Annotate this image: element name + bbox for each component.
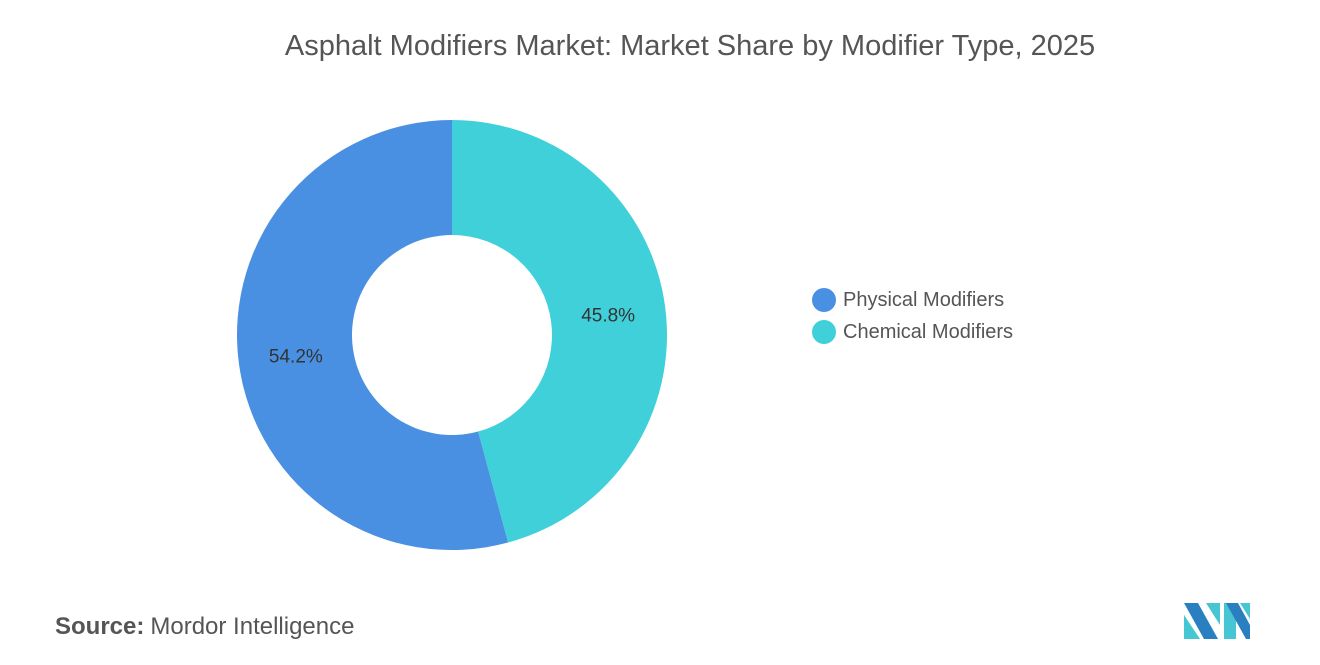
slice-chemical-modifiers[interactable] [452,120,667,543]
chart-title: Asphalt Modifiers Market: Market Share b… [284,30,1096,62]
source-label: Source: [55,613,145,640]
slice-physical-modifiers[interactable] [236,120,509,551]
legend-label: Chemical Modifiers [843,320,1014,343]
legend-label: Physical Modifiers [843,288,1005,311]
legend-item-physical[interactable]: Physical Modifiers [812,284,1013,316]
legend-item-chemical[interactable]: Chemical Modifiers [812,316,1013,348]
legend-swatch [812,288,836,312]
mordor-logo-icon [1184,603,1250,639]
legend-swatch [812,320,836,344]
source-value: Mordor Intelligence [150,613,355,640]
data-label: 54.2% [269,347,323,368]
source-note: Source: Mordor Intelligence [55,613,354,641]
data-label: 45.8% [581,305,635,326]
legend: Physical Modifiers Chemical Modifiers [812,284,1013,348]
